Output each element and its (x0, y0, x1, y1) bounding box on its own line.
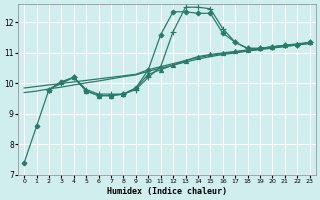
X-axis label: Humidex (Indice chaleur): Humidex (Indice chaleur) (107, 187, 227, 196)
